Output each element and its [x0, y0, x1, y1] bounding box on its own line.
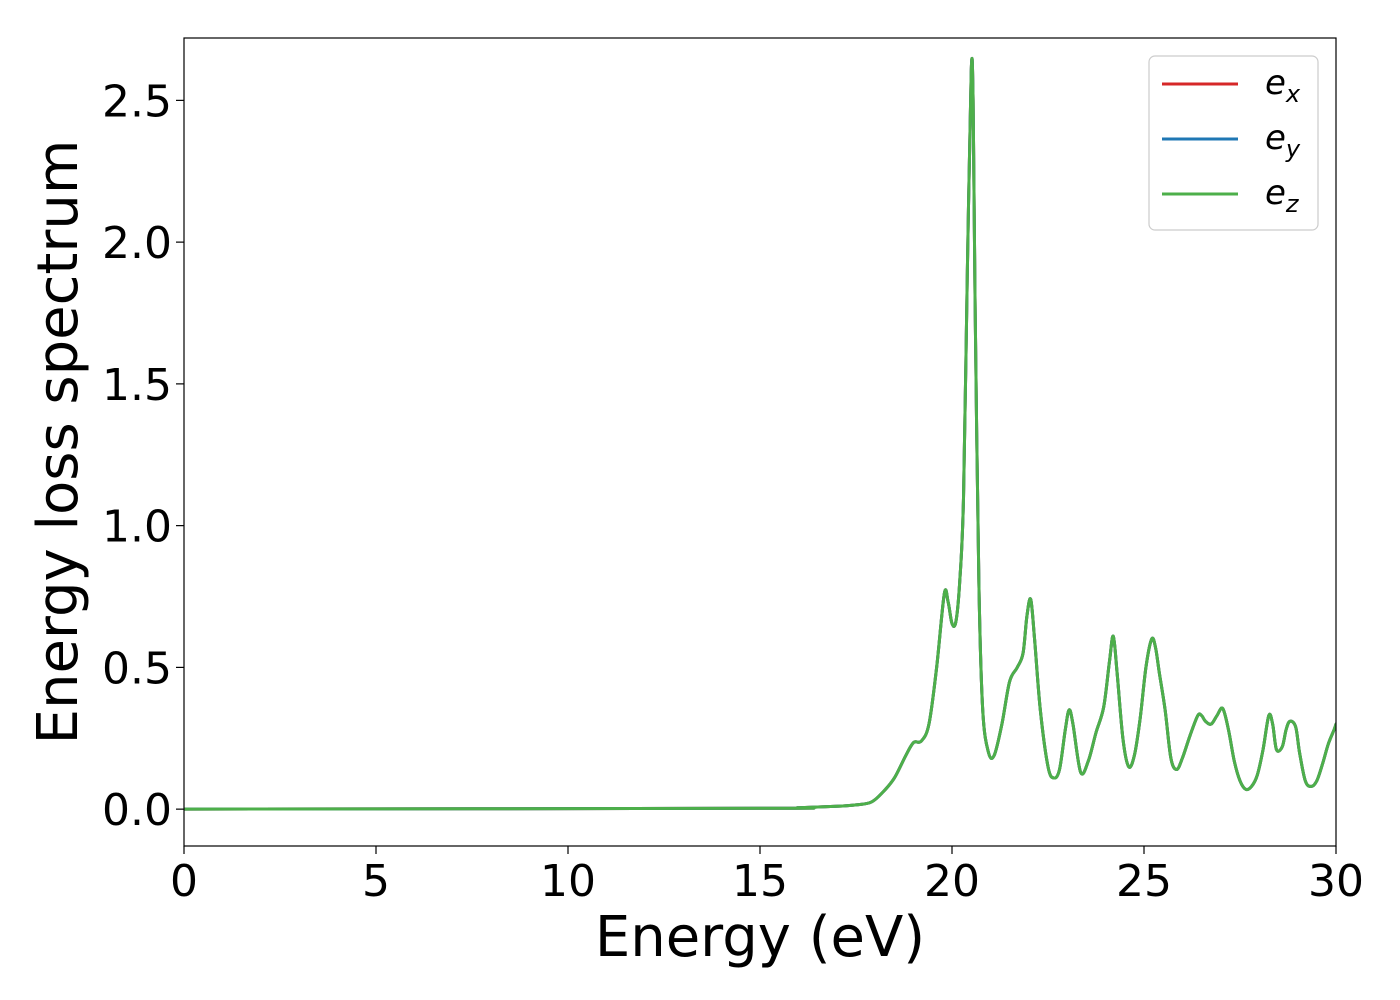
x-axis-title: Energy (eV) [595, 905, 925, 970]
x-tick-label: 0 [170, 856, 198, 907]
x-tick-label: 20 [924, 856, 980, 907]
y-tick-label: 0.0 [102, 785, 172, 836]
series-layer [184, 56, 1336, 811]
x-tick-label: 30 [1308, 856, 1364, 907]
x-tick-label: 5 [362, 856, 390, 907]
y-axis-title: Energy loss spectrum [26, 140, 91, 745]
x-axis: 0 5 10 15 20 25 30 [170, 846, 1364, 907]
y-tick-label: 0.5 [102, 643, 172, 694]
legend-label-x: ex [1265, 63, 1301, 108]
y-tick-label: 1.5 [102, 360, 172, 411]
y-tick-label: 1.0 [102, 502, 172, 553]
y-tick-label: 2.0 [102, 218, 172, 269]
series-line-z [184, 56, 1336, 811]
x-tick-label: 25 [1116, 856, 1172, 907]
legend-label-y: ey [1265, 118, 1301, 163]
y-tick-label: 2.5 [102, 76, 172, 127]
x-tick-label: 15 [732, 856, 788, 907]
y-axis: 0.0 0.5 1.0 1.5 2.0 2.5 [102, 76, 184, 836]
legend-label-z: ez [1265, 173, 1300, 218]
x-tick-label: 10 [540, 856, 596, 907]
legend: ex ey ez [1148, 55, 1319, 231]
legend-box [1148, 55, 1319, 231]
